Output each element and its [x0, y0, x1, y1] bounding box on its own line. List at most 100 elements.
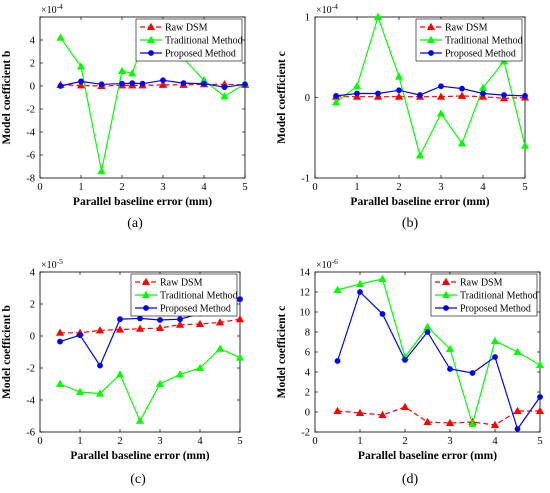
data-point — [424, 329, 431, 335]
data-point — [438, 83, 444, 90]
data-point — [415, 151, 425, 159]
data-point — [423, 417, 432, 425]
panel-label: (a) — [127, 216, 143, 231]
data-point — [97, 362, 103, 369]
data-point — [119, 80, 125, 87]
x-tick-label: 5 — [237, 436, 242, 447]
data-point — [215, 344, 225, 352]
data-point — [177, 316, 183, 323]
data-point — [490, 420, 500, 428]
legend-swatch-marker — [443, 305, 449, 311]
y-axis-title: Model coefficient c — [276, 51, 288, 144]
data-point — [117, 316, 123, 323]
panel-label: (d) — [402, 472, 419, 487]
data-point — [375, 90, 381, 97]
y-exponent-power: -4 — [332, 2, 338, 11]
data-point — [333, 285, 342, 293]
y-tick-label: 4 — [30, 268, 36, 279]
y-exponent-label: ×10-4 — [316, 2, 338, 16]
data-point — [55, 379, 65, 387]
x-tick-label: 1 — [77, 436, 82, 447]
y-exponent-label: ×10-5 — [41, 257, 63, 271]
panel-label: (b) — [402, 216, 419, 231]
x-tick-label: 1 — [78, 182, 83, 193]
x-tick-label: 3 — [157, 436, 162, 447]
data-point — [355, 279, 365, 287]
data-point — [155, 323, 165, 331]
data-point — [537, 394, 543, 400]
data-point — [478, 83, 488, 91]
data-point — [378, 274, 387, 282]
x-tick-label: 4 — [201, 182, 207, 193]
data-point — [78, 78, 84, 85]
x-tick-label: 2 — [396, 182, 401, 193]
y-tick-label: 1 — [305, 13, 310, 24]
series-line — [59, 348, 241, 423]
legend-swatch-marker — [141, 290, 151, 298]
data-point — [129, 80, 136, 87]
legend-swatch-marker — [428, 50, 434, 56]
data-point — [513, 347, 522, 355]
data-point — [400, 402, 410, 410]
x-tick-label: 0 — [312, 436, 317, 447]
data-point — [447, 366, 453, 372]
y-tick-label: -2 — [26, 105, 35, 116]
data-point — [235, 353, 245, 361]
x-tick-label: 2 — [402, 436, 407, 447]
data-point — [97, 166, 106, 175]
data-point — [137, 315, 143, 322]
y-tick-label: -2 — [26, 364, 35, 375]
legend-label: Proposed Method — [460, 304, 531, 315]
x-tick-label: 4 — [492, 436, 498, 447]
series-raw-dsm — [333, 402, 545, 428]
data-point — [221, 84, 228, 91]
y-exponent-power: -6 — [332, 257, 338, 266]
data-point — [158, 80, 168, 88]
y-tick-label: 2 — [305, 388, 310, 399]
legend-swatch-marker — [441, 277, 451, 285]
y-tick-label: -1 — [301, 174, 310, 185]
data-point — [215, 318, 225, 326]
legend-swatch-marker — [146, 35, 156, 43]
series-line — [337, 278, 541, 427]
y-tick-label: 2 — [30, 300, 35, 311]
x-tick-label: 5 — [242, 182, 247, 193]
data-point — [128, 69, 137, 77]
data-point — [394, 92, 404, 100]
data-point — [468, 419, 477, 427]
y-tick-label: -4 — [26, 396, 35, 407]
panel-label: (c) — [130, 472, 146, 487]
data-point — [535, 360, 545, 368]
data-point — [445, 344, 455, 352]
data-point — [195, 363, 205, 371]
series-traditional-method — [55, 344, 245, 424]
data-point — [76, 81, 86, 89]
data-point — [139, 80, 146, 87]
y-tick-label: 0 — [30, 82, 35, 93]
y-tick-label: 8 — [305, 328, 310, 339]
data-point — [175, 370, 185, 378]
x-axis-title: Parallel baseline error (mm) — [358, 450, 497, 462]
data-point — [402, 357, 408, 363]
data-point — [535, 406, 545, 414]
y-tick-label: -4 — [26, 128, 35, 139]
series-line — [337, 406, 540, 426]
data-point — [459, 85, 465, 92]
data-point — [235, 314, 245, 323]
data-point — [95, 389, 105, 397]
data-point — [237, 296, 243, 303]
data-point — [333, 406, 342, 414]
x-axis-title: Parallel baseline error (mm) — [73, 196, 212, 208]
legend-label: Raw DSM — [460, 278, 503, 289]
legend-swatch-marker — [141, 277, 151, 285]
data-point — [135, 416, 145, 424]
x-tick-label: 0 — [37, 436, 42, 447]
data-point — [355, 408, 365, 416]
data-point — [157, 317, 163, 323]
y-tick-label: 0 — [30, 332, 35, 343]
series-proposed-method — [333, 83, 528, 99]
legend-label: Proposed Method — [445, 49, 516, 60]
x-tick-label: 5 — [522, 182, 527, 193]
x-tick-label: 1 — [357, 436, 362, 447]
